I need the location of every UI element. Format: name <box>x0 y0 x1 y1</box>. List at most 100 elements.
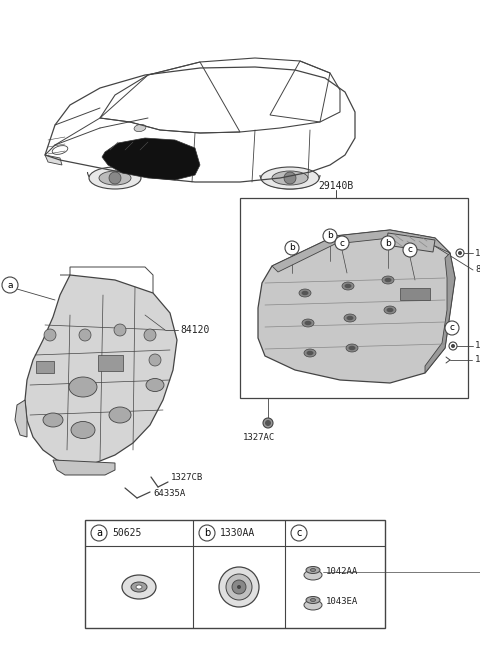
Circle shape <box>451 344 455 348</box>
Bar <box>240 198 468 398</box>
Ellipse shape <box>71 422 95 438</box>
Text: 84195H: 84195H <box>475 266 480 274</box>
Circle shape <box>149 354 161 366</box>
Ellipse shape <box>306 567 320 573</box>
Text: 1327AC: 1327AC <box>243 434 275 443</box>
Circle shape <box>458 251 462 255</box>
Ellipse shape <box>261 167 319 189</box>
Bar <box>400 288 430 300</box>
Circle shape <box>449 342 457 350</box>
Bar <box>36 361 54 373</box>
Text: c: c <box>339 239 345 247</box>
Ellipse shape <box>69 377 97 397</box>
Bar <box>85 520 385 628</box>
Text: 50625: 50625 <box>112 528 142 538</box>
Text: a: a <box>96 528 102 538</box>
Ellipse shape <box>384 306 396 314</box>
Ellipse shape <box>342 282 354 290</box>
Ellipse shape <box>43 413 63 427</box>
Ellipse shape <box>131 582 147 592</box>
Text: 29140B: 29140B <box>318 181 353 191</box>
Circle shape <box>109 172 121 184</box>
Ellipse shape <box>344 314 356 322</box>
Text: 1042AA: 1042AA <box>326 567 358 577</box>
Polygon shape <box>258 230 455 383</box>
Text: 1025DB: 1025DB <box>475 342 480 350</box>
Circle shape <box>232 580 246 594</box>
Ellipse shape <box>109 407 131 423</box>
Text: c: c <box>408 245 412 255</box>
Polygon shape <box>102 138 200 180</box>
Circle shape <box>381 236 395 250</box>
Circle shape <box>199 525 215 541</box>
Text: b: b <box>385 239 391 247</box>
Text: c: c <box>449 323 455 333</box>
Ellipse shape <box>89 167 141 189</box>
Text: 1025DB: 1025DB <box>475 249 480 258</box>
Ellipse shape <box>299 289 311 297</box>
Polygon shape <box>53 460 115 475</box>
Circle shape <box>144 329 156 341</box>
Circle shape <box>237 585 241 589</box>
Ellipse shape <box>347 316 353 320</box>
Polygon shape <box>45 155 62 165</box>
Circle shape <box>403 243 417 257</box>
Ellipse shape <box>304 570 322 580</box>
Text: a: a <box>7 281 13 289</box>
Ellipse shape <box>345 284 351 288</box>
Ellipse shape <box>346 344 358 352</box>
Circle shape <box>114 324 126 336</box>
Circle shape <box>226 574 252 600</box>
Circle shape <box>265 420 271 426</box>
Ellipse shape <box>263 418 273 428</box>
Ellipse shape <box>302 319 314 327</box>
Ellipse shape <box>301 291 309 295</box>
Ellipse shape <box>146 379 164 392</box>
Polygon shape <box>425 253 455 373</box>
Circle shape <box>335 236 349 250</box>
Polygon shape <box>386 233 435 252</box>
Ellipse shape <box>306 596 320 604</box>
Ellipse shape <box>272 171 308 185</box>
Text: 64335A: 64335A <box>153 489 185 499</box>
Text: 1330AA: 1330AA <box>220 528 255 538</box>
Ellipse shape <box>386 308 394 312</box>
Ellipse shape <box>122 575 156 599</box>
Circle shape <box>323 229 337 243</box>
Bar <box>97 355 122 371</box>
Ellipse shape <box>311 569 315 571</box>
Text: b: b <box>289 243 295 253</box>
Text: 84120: 84120 <box>180 325 209 335</box>
Ellipse shape <box>99 171 131 185</box>
Circle shape <box>2 277 18 293</box>
Polygon shape <box>272 230 450 272</box>
Text: 1327CB: 1327CB <box>171 472 203 482</box>
Ellipse shape <box>382 276 394 284</box>
Polygon shape <box>15 400 27 437</box>
Circle shape <box>285 241 299 255</box>
Text: b: b <box>204 528 210 538</box>
Ellipse shape <box>304 600 322 610</box>
Ellipse shape <box>136 585 142 589</box>
Ellipse shape <box>304 349 316 357</box>
Text: 1043EA: 1043EA <box>326 598 358 607</box>
Circle shape <box>44 329 56 341</box>
Text: c: c <box>296 528 302 538</box>
Circle shape <box>445 321 459 335</box>
Ellipse shape <box>384 277 392 282</box>
Circle shape <box>284 172 296 184</box>
Text: 1416RD: 1416RD <box>475 356 480 365</box>
Ellipse shape <box>311 598 315 602</box>
Ellipse shape <box>348 346 356 350</box>
Circle shape <box>79 329 91 341</box>
Ellipse shape <box>304 321 312 325</box>
Ellipse shape <box>307 351 313 356</box>
Text: b: b <box>327 232 333 241</box>
Ellipse shape <box>52 146 68 154</box>
Circle shape <box>219 567 259 607</box>
Ellipse shape <box>134 125 146 132</box>
Circle shape <box>291 525 307 541</box>
Circle shape <box>456 249 464 257</box>
Circle shape <box>91 525 107 541</box>
Polygon shape <box>25 275 177 465</box>
